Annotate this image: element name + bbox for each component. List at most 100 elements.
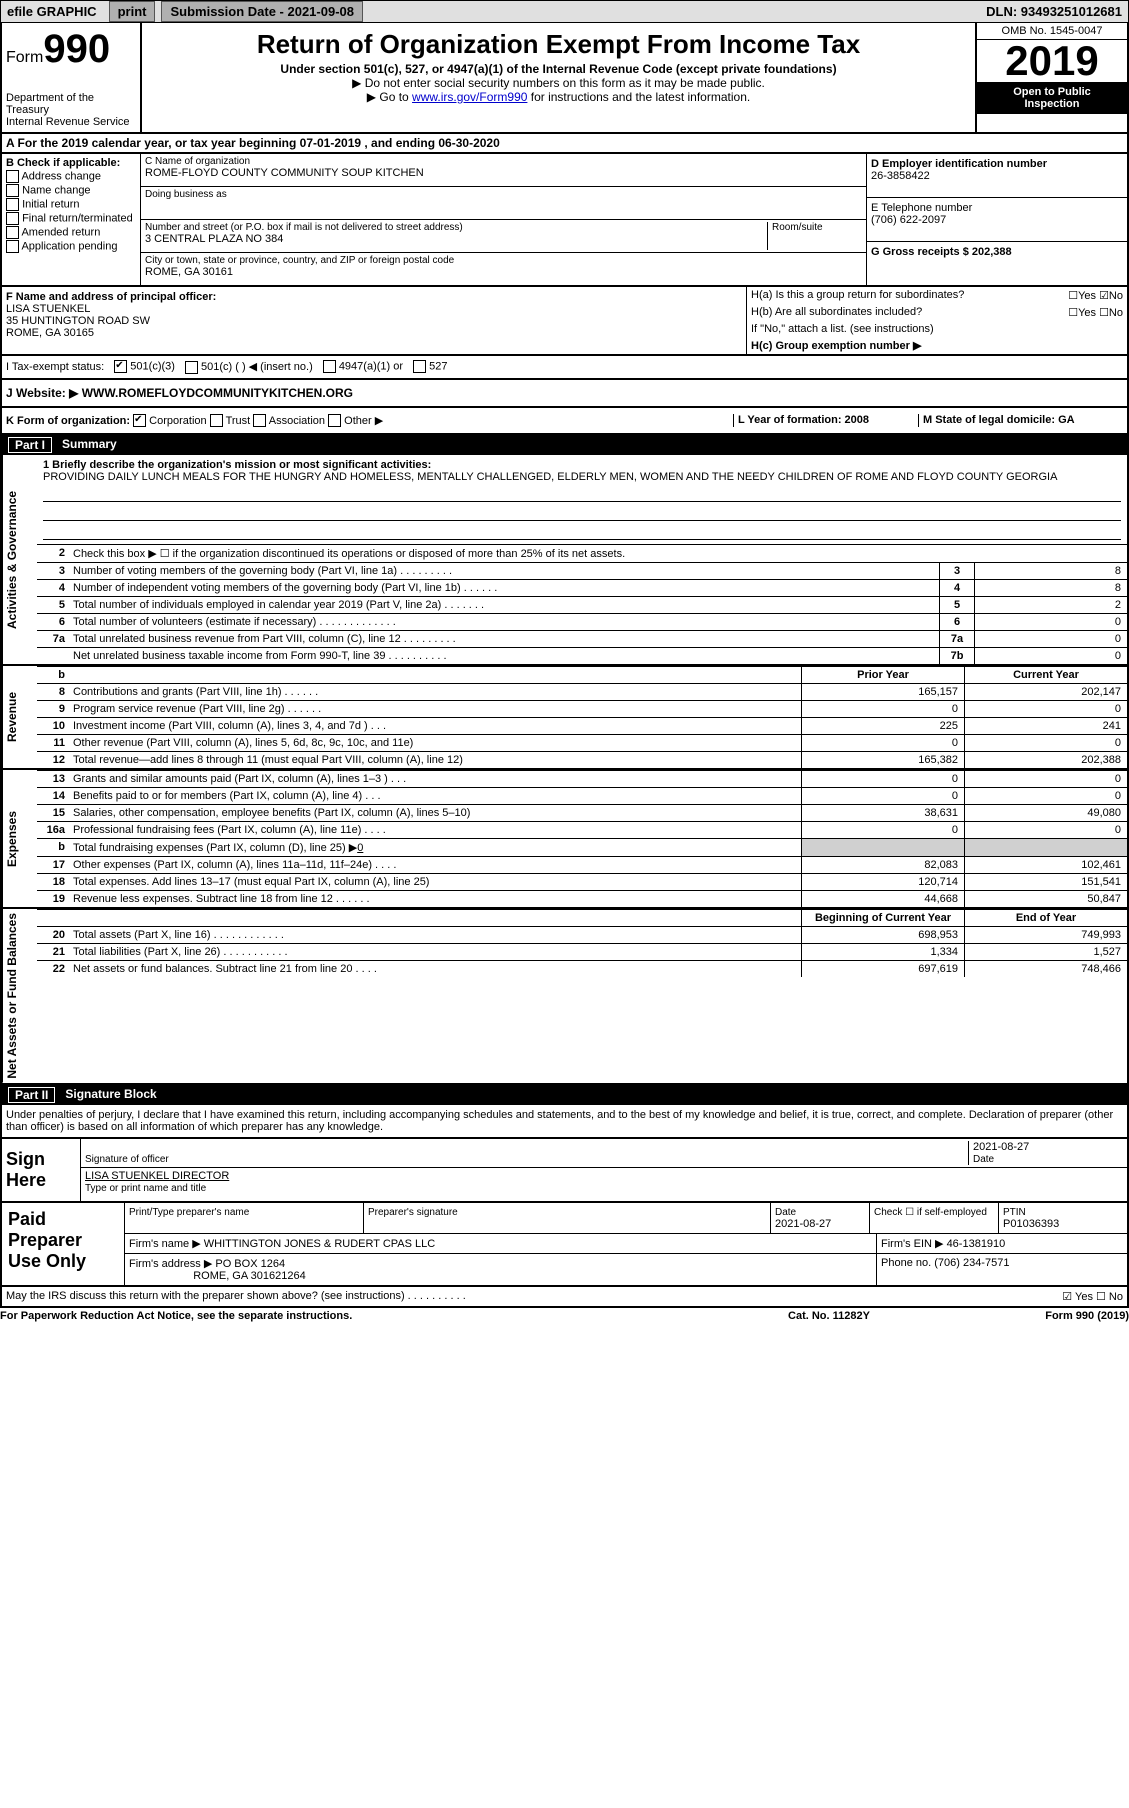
gross-receipts: G Gross receipts $ 202,388: [871, 246, 1012, 258]
discuss-yn: ☑ Yes ☐ No: [1062, 1290, 1123, 1303]
l16a-prior: 0: [801, 822, 964, 838]
section-expenses: Expenses 13Grants and similar amounts pa…: [0, 770, 1129, 909]
phone-label: E Telephone number: [871, 202, 1123, 214]
mission-text: PROVIDING DAILY LUNCH MEALS FOR THE HUNG…: [43, 471, 1121, 483]
city-label: City or town, state or province, country…: [145, 255, 862, 266]
row-j-website: J Website: ▶ WWW.ROMEFLOYDCOMMUNITYKITCH…: [0, 380, 1129, 408]
ha-yn: ☐Yes ☑No: [1013, 289, 1123, 302]
l8-curr: 202,147: [964, 684, 1127, 700]
dln: DLN: 93493251012681: [980, 2, 1128, 21]
l22-end: 748,466: [964, 961, 1127, 977]
row-tax-status: I Tax-exempt status: 501(c)(3) 501(c) ( …: [0, 356, 1129, 380]
dba-label: Doing business as: [145, 189, 862, 200]
ptin-value: P01036393: [1003, 1218, 1059, 1230]
l14-prior: 0: [801, 788, 964, 804]
l7b-value: 0: [974, 648, 1127, 664]
l9-prior: 0: [801, 701, 964, 717]
firm-name: WHITTINGTON JONES & RUDERT CPAS LLC: [204, 1238, 435, 1250]
street-label: Number and street (or P.O. box if mail i…: [145, 222, 767, 233]
cat-no: Cat. No. 11282Y: [729, 1310, 929, 1322]
suite-label: Room/suite: [772, 222, 862, 233]
org-name-label: C Name of organization: [145, 156, 862, 167]
org-name: ROME-FLOYD COUNTY COMMUNITY SOUP KITCHEN: [145, 167, 862, 179]
signature-declaration: Under penalties of perjury, I declare th…: [0, 1105, 1129, 1139]
print-button[interactable]: print: [109, 1, 156, 22]
form-header: Form990 Department of the Treasury Inter…: [0, 23, 1129, 134]
l17-curr: 102,461: [964, 857, 1127, 873]
topbar: efile GRAPHIC print Submission Date - 20…: [0, 0, 1129, 23]
submission-date: Submission Date - 2021-09-08: [161, 1, 363, 22]
part2-header: Part II Signature Block: [0, 1085, 1129, 1105]
row-klm: K Form of organization: Corporation Trus…: [0, 408, 1129, 436]
firm-addr: PO BOX 1264: [215, 1258, 285, 1270]
irs-link[interactable]: www.irs.gov/Form990: [412, 90, 527, 104]
l11-curr: 0: [964, 735, 1127, 751]
l15-curr: 49,080: [964, 805, 1127, 821]
l10-curr: 241: [964, 718, 1127, 734]
street-value: 3 CENTRAL PLAZA NO 384: [145, 233, 767, 245]
officer-name: LISA STUENKEL: [6, 303, 742, 315]
col-b-checkboxes: B Check if applicable: Address change Na…: [2, 154, 141, 285]
l13-prior: 0: [801, 771, 964, 787]
sign-here: Sign Here Signature of officer 2021-08-2…: [0, 1139, 1129, 1203]
col-f: F Name and address of principal officer:…: [2, 287, 746, 354]
state-domicile: M State of legal domicile: GA: [923, 414, 1075, 426]
l10-prior: 225: [801, 718, 964, 734]
l5-value: 2: [974, 597, 1127, 613]
vtab-governance: Activities & Governance: [2, 455, 37, 664]
section-net-assets: Net Assets or Fund Balances Beginning of…: [0, 909, 1129, 1085]
form-number: 990: [43, 27, 110, 71]
col-h: H(a) Is this a group return for subordin…: [746, 287, 1127, 354]
l20-end: 749,993: [964, 927, 1127, 943]
dept-label: Department of the Treasury Internal Reve…: [6, 92, 136, 128]
form-title: Return of Organization Exempt From Incom…: [148, 29, 969, 60]
l18-prior: 120,714: [801, 874, 964, 890]
sign-date: 2021-08-27: [973, 1141, 1029, 1153]
efile-label: efile GRAPHIC: [1, 2, 103, 21]
part1-header: Part I Summary: [0, 435, 1129, 455]
officer-signed-name: LISA STUENKEL DIRECTOR: [85, 1170, 229, 1182]
prep-date: 2021-08-27: [775, 1218, 831, 1230]
officer-addr2: ROME, GA 30165: [6, 327, 742, 339]
l20-beg: 698,953: [801, 927, 964, 943]
website-value: WWW.ROMEFLOYDCOMMUNITYKITCHEN.ORG: [82, 386, 353, 400]
l16b-value: 0: [357, 842, 363, 854]
section-revenue: Revenue bPrior YearCurrent Year 8Contrib…: [0, 666, 1129, 770]
l13-curr: 0: [964, 771, 1127, 787]
l7a-value: 0: [974, 631, 1127, 647]
l21-beg: 1,334: [801, 944, 964, 960]
l3-value: 8: [974, 563, 1127, 579]
city-value: ROME, GA 30161: [145, 266, 862, 278]
col-de: D Employer identification number 26-3858…: [866, 154, 1127, 285]
hb-yn: ☐Yes ☐No: [1013, 306, 1123, 319]
discuss-row: May the IRS discuss this return with the…: [0, 1287, 1129, 1308]
l18-curr: 151,541: [964, 874, 1127, 890]
col-c: C Name of organization ROME-FLOYD COUNTY…: [141, 154, 866, 285]
l19-curr: 50,847: [964, 891, 1127, 907]
ein-value: 26-3858422: [871, 170, 1123, 182]
open-public: Open to Public Inspection: [977, 82, 1127, 114]
vtab-expenses: Expenses: [2, 770, 37, 907]
phone-value: (706) 622-2097: [871, 214, 1123, 226]
header-right: OMB No. 1545-0047 2019 Open to Public In…: [975, 23, 1127, 132]
l8-prior: 165,157: [801, 684, 964, 700]
vtab-net: Net Assets or Fund Balances: [2, 909, 37, 1083]
firm-ein: 46-1381910: [947, 1238, 1006, 1250]
l4-value: 8: [974, 580, 1127, 596]
l15-prior: 38,631: [801, 805, 964, 821]
l14-curr: 0: [964, 788, 1127, 804]
block-fh: F Name and address of principal officer:…: [0, 287, 1129, 356]
header-left: Form990 Department of the Treasury Inter…: [2, 23, 142, 132]
l12-curr: 202,388: [964, 752, 1127, 768]
ein-label: D Employer identification number: [871, 158, 1047, 170]
l11-prior: 0: [801, 735, 964, 751]
form-note1: ▶ Do not enter social security numbers o…: [148, 76, 969, 90]
l19-prior: 44,668: [801, 891, 964, 907]
section-governance: Activities & Governance 1 Briefly descri…: [0, 455, 1129, 666]
form-note2: ▶ Go to www.irs.gov/Form990 for instruct…: [148, 90, 969, 104]
row-a-period: A For the 2019 calendar year, or tax yea…: [0, 134, 1129, 154]
l6-value: 0: [974, 614, 1127, 630]
form-subtitle: Under section 501(c), 527, or 4947(a)(1)…: [148, 62, 969, 76]
l16a-curr: 0: [964, 822, 1127, 838]
l17-prior: 82,083: [801, 857, 964, 873]
